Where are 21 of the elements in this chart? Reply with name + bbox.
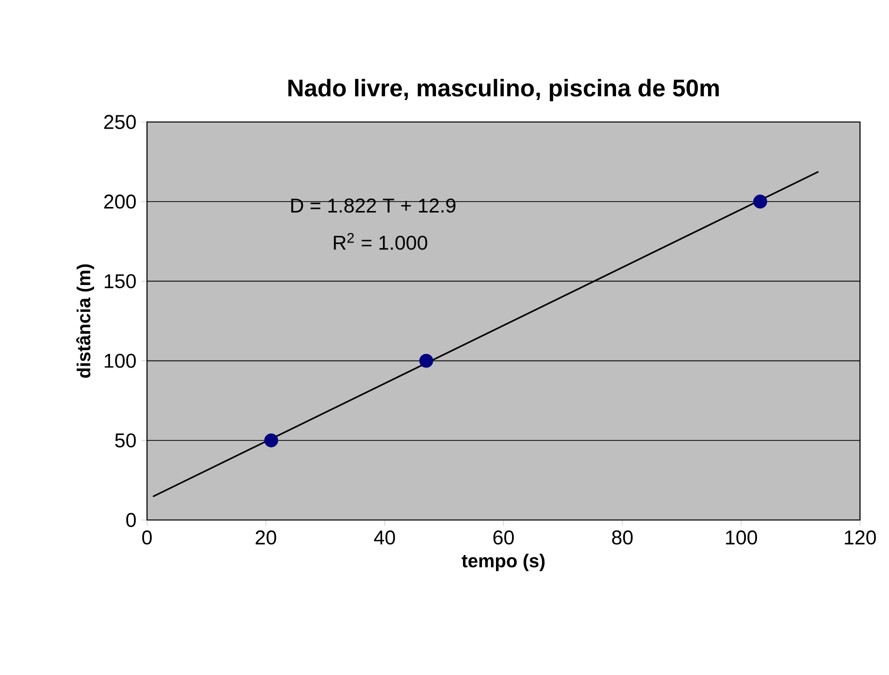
y-tick-label: 200 xyxy=(104,194,136,209)
chart-title: Nado livre, masculino, piscina de 50m xyxy=(288,78,719,102)
y-tick-label: 150 xyxy=(104,274,136,288)
y-tick-label: 250 xyxy=(104,114,136,130)
point xyxy=(753,194,768,209)
x-tick-label: 20 xyxy=(256,530,276,545)
annotation: D = 1.822 T + 12.9 xyxy=(291,198,456,213)
point xyxy=(264,433,278,448)
y-tick-label: 50 xyxy=(115,433,136,448)
point xyxy=(419,354,434,368)
x-tick-label: 40 xyxy=(374,530,395,545)
x-tick-label: 100 xyxy=(726,530,758,545)
y-tick-label: 100 xyxy=(104,354,136,368)
x-tick-label: 120 xyxy=(844,530,876,545)
annotation: R$^{2}$ = 1.000 xyxy=(334,232,428,250)
x-axis-title: tempo (s) xyxy=(462,554,545,572)
x-tick-label: 0 xyxy=(142,530,152,545)
x-tick-label: 80 xyxy=(612,530,633,545)
x-tick-label: 60 xyxy=(493,530,514,545)
y-tick-label: 0 xyxy=(126,512,136,528)
y-axis-title: distância (m) xyxy=(76,264,94,378)
